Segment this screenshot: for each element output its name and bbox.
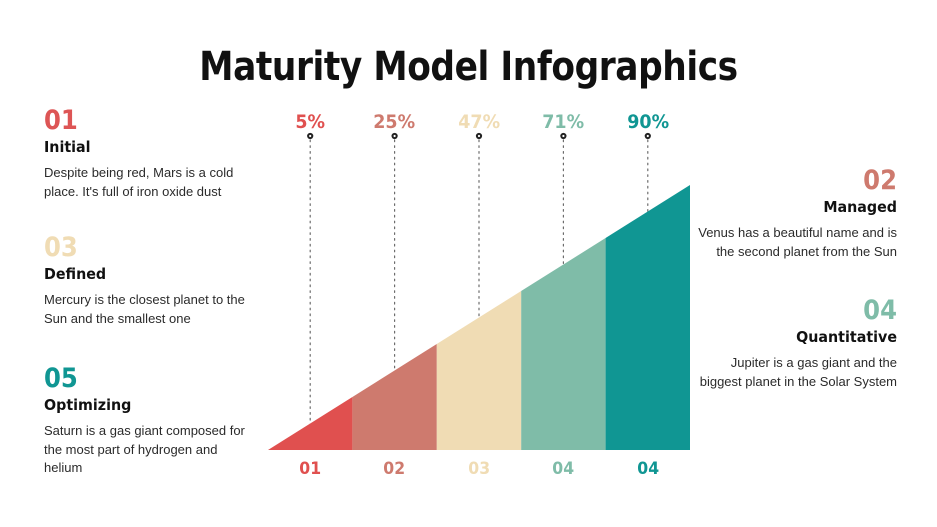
page-title: Maturity Model Infographics (199, 44, 738, 90)
percent-label-4: 71% (542, 111, 585, 133)
stage-number-03: 03 (44, 232, 78, 263)
ramp-band-4 (521, 185, 606, 450)
axis-label-row: 01 02 03 04 04 (268, 458, 690, 484)
stage-block-initial: 01 Initial Despite being red, Mars is a … (44, 106, 259, 201)
axis-label-3: 03 (468, 459, 490, 479)
stage-body-04: Jupiter is a gas giant and the biggest p… (699, 355, 897, 389)
ramp-band-1 (268, 185, 353, 450)
stage-body-01: Despite being red, Mars is a cold place.… (44, 165, 234, 199)
stage-heading-01: Initial (44, 138, 91, 156)
marker-dot-4 (560, 132, 567, 140)
percent-label-5: 90% (626, 111, 669, 133)
marker-dot-1 (307, 132, 314, 140)
stage-number-05: 05 (44, 363, 78, 394)
stage-block-optimizing: 05 Optimizing Saturn is a gas giant comp… (44, 364, 259, 478)
stage-heading-04: Quantitative (796, 328, 897, 346)
marker-dot-2 (391, 132, 398, 140)
stage-body-05: Saturn is a gas giant composed for the m… (44, 423, 245, 475)
stage-heading-02: Managed (823, 198, 897, 216)
stage-body-02: Venus has a beautiful name and is the se… (698, 225, 897, 259)
stage-body-03: Mercury is the closest planet to the Sun… (44, 292, 245, 326)
percent-label-1: 5% (295, 111, 326, 133)
ramp-bands (268, 185, 690, 450)
stage-block-managed: 02 Managed Venus has a beautiful name an… (690, 166, 897, 261)
axis-label-5: 04 (636, 459, 659, 479)
ramp-band-3 (436, 185, 522, 450)
stage-number-01: 01 (44, 105, 78, 136)
ramp-band-5 (605, 185, 690, 450)
stage-block-defined: 03 Defined Mercury is the closest planet… (44, 233, 259, 328)
percent-label-row: 5% 25% 47% 71% 90% (268, 110, 690, 136)
stage-number-04: 04 (863, 295, 897, 326)
marker-dot-3 (475, 132, 483, 140)
axis-label-2: 02 (383, 459, 406, 479)
stage-block-quantitative: 04 Quantitative Jupiter is a gas giant a… (690, 296, 897, 391)
axis-label-1: 01 (299, 459, 322, 479)
ramp-band-2 (352, 185, 437, 450)
stage-number-02: 02 (863, 165, 897, 196)
percent-label-3: 47% (458, 111, 500, 133)
percent-label-2: 25% (373, 111, 416, 133)
marker-dot-5 (644, 132, 651, 140)
axis-label-4: 04 (552, 459, 575, 479)
maturity-ramp-chart (268, 110, 690, 455)
stage-heading-03: Defined (44, 265, 107, 283)
stage-heading-05: Optimizing (44, 396, 132, 414)
